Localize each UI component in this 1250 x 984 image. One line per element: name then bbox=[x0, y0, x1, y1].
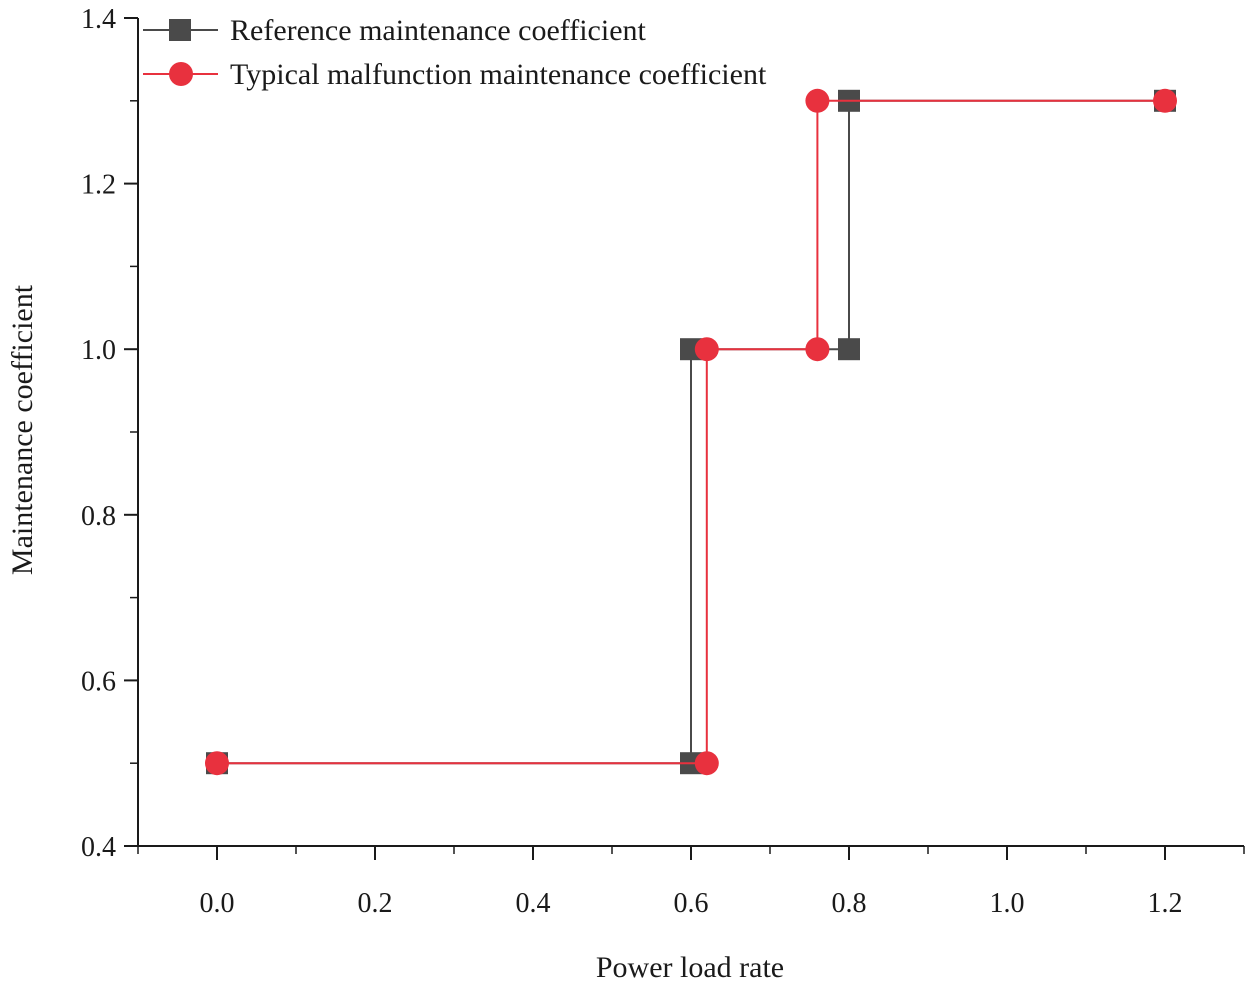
legend-marker-circle bbox=[169, 62, 193, 86]
y-tick-label: 0.4 bbox=[81, 832, 116, 863]
data-point-square bbox=[838, 338, 860, 361]
y-tick-label: 0.8 bbox=[81, 501, 116, 532]
data-point-circle bbox=[694, 337, 719, 362]
x-tick-label: 0.0 bbox=[200, 888, 235, 919]
series-layer bbox=[205, 88, 1177, 776]
y-axis-title: Maintenance coefficient bbox=[6, 284, 39, 575]
data-point-circle bbox=[1153, 88, 1177, 113]
y-tick-label: 1.0 bbox=[81, 335, 116, 366]
x-tick-label: 1.2 bbox=[1148, 888, 1183, 919]
series-2 bbox=[205, 88, 1177, 776]
series-line bbox=[217, 99, 1165, 765]
x-axis-ticks: 0.0 0.2 0.4 0.6 0.8 1.0 1.2 bbox=[137, 846, 1245, 919]
y-tick-label: 1.2 bbox=[81, 170, 116, 201]
data-point-circle bbox=[205, 751, 229, 776]
legend-marker-square bbox=[169, 19, 191, 41]
x-axis-title: Power load rate bbox=[596, 951, 784, 984]
data-point-circle bbox=[805, 88, 830, 113]
y-tick-label: 1.4 bbox=[81, 4, 116, 35]
x-tick-label: 0.2 bbox=[358, 888, 393, 919]
x-tick-label: 0.6 bbox=[674, 888, 709, 919]
legend-label: Reference maintenance coefficient bbox=[230, 14, 647, 47]
data-point-circle bbox=[805, 337, 830, 362]
legend-item: Reference maintenance coefficient bbox=[143, 14, 647, 47]
x-tick-label: 1.0 bbox=[990, 888, 1025, 919]
data-point-circle bbox=[694, 751, 719, 776]
series-line bbox=[217, 99, 1165, 765]
series-1 bbox=[206, 89, 1176, 775]
y-tick-label: 0.6 bbox=[81, 666, 116, 697]
x-tick-label: 0.4 bbox=[516, 888, 551, 919]
y-axis-ticks: 0.4 0.6 0.8 1.0 1.2 1.4 bbox=[81, 4, 138, 863]
legend: Reference maintenance coefficient Typical… bbox=[143, 14, 767, 91]
legend-label: Typical malfunction maintenance coeffici… bbox=[230, 58, 767, 91]
legend-item: Typical malfunction maintenance coeffici… bbox=[143, 58, 767, 91]
x-tick-label: 0.8 bbox=[832, 888, 867, 919]
